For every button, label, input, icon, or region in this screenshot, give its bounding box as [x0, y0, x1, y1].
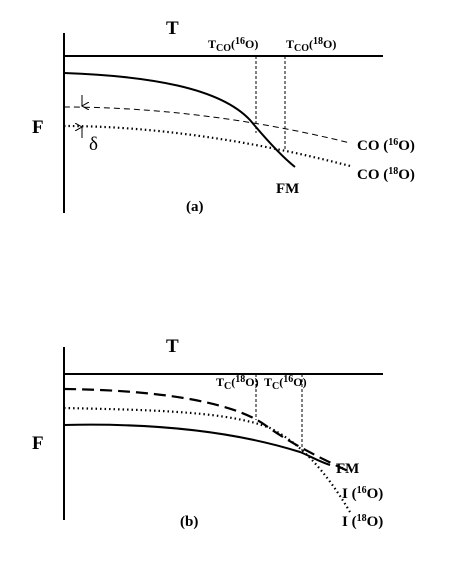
tc-t: T [264, 375, 272, 389]
caption: (a) [186, 199, 204, 215]
tc-t: T [216, 375, 224, 389]
tc-labels: TCO(16O) TCO(18O) [208, 36, 336, 54]
curve-name: CO ( [357, 167, 388, 183]
curve-name: CO ( [357, 138, 388, 154]
curve-close: O) [398, 167, 415, 183]
tc-open: ( [279, 375, 283, 389]
curve-label: I (18O) [342, 513, 383, 530]
panel-b [63, 347, 383, 520]
tc-sub: C [272, 381, 279, 392]
tc-t: T [286, 37, 294, 51]
curve-sup: 16 [357, 485, 367, 496]
tc-close: O) [245, 37, 258, 51]
tc-label: TCO(18O) [286, 36, 336, 54]
panel-a [63, 33, 383, 213]
co16-curve [63, 106, 351, 144]
curve-close: O) [367, 486, 384, 502]
curve-sup: 18 [388, 166, 398, 177]
fm-curve [63, 423, 331, 466]
fm-curve [63, 72, 296, 168]
tc-label: TCO(16O) [208, 36, 258, 54]
x-label: T [166, 336, 179, 357]
delta: δ [89, 134, 98, 155]
tc-open: ( [231, 37, 235, 51]
tc-sup: 18 [313, 36, 323, 47]
curve-labels: CO (16O)CO (18O) [357, 137, 415, 183]
x-label: T [166, 18, 179, 39]
curve-sup: 18 [357, 513, 367, 524]
curve-name: I ( [342, 514, 357, 530]
tc-t: T [208, 37, 216, 51]
tc-close: O) [293, 375, 306, 389]
tc-labels: TC(18O) TC(16O) [216, 374, 307, 392]
caption: (b) [180, 514, 198, 530]
tc-label: TC(18O) [216, 374, 259, 392]
y-label: F [32, 433, 44, 454]
tc-open: ( [309, 37, 313, 51]
tc-close: O) [323, 37, 336, 51]
i18-curve [63, 406, 351, 513]
curve-close: O) [367, 514, 384, 530]
co18-curve [63, 124, 351, 168]
curve-label: I (16O) [342, 485, 383, 502]
curve-close: O) [398, 138, 415, 154]
tc-sub: CO [216, 43, 231, 54]
tc-sup: 16 [235, 36, 245, 47]
curve-label: CO (16O) [357, 137, 415, 154]
tc-sup: 18 [235, 374, 245, 385]
tc-sup: 16 [283, 374, 293, 385]
curve-sup: 16 [388, 137, 398, 148]
tc-sub: C [224, 381, 231, 392]
fm-label: FM [336, 461, 359, 477]
curve-labels: I (16O)I (18O) [342, 485, 383, 530]
curve-label: CO (18O) [357, 166, 415, 183]
y-label: F [32, 117, 44, 138]
curve-name: I ( [342, 486, 357, 502]
tc-label: TC(16O) [264, 374, 307, 392]
i16-curve [63, 387, 351, 473]
fm-label: FM [276, 181, 299, 197]
tc-close: O) [245, 375, 258, 389]
tc-sub: CO [294, 43, 309, 54]
tc-open: ( [231, 375, 235, 389]
